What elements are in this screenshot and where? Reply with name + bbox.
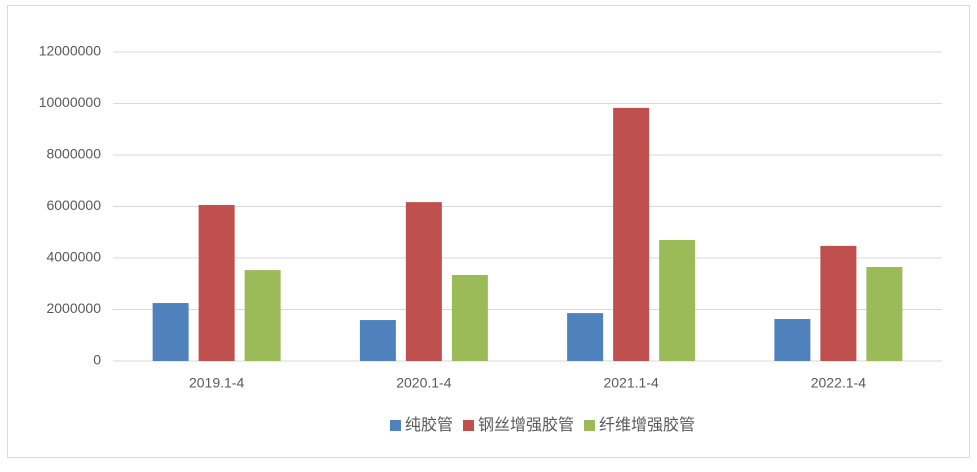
y-tick-label: 6000000: [46, 197, 101, 213]
bar: [244, 270, 281, 361]
legend-swatch: [462, 420, 474, 431]
bar: [774, 319, 811, 361]
x-tick-label: 2019.1-4: [189, 375, 244, 391]
bar: [820, 245, 857, 361]
bar: [866, 267, 903, 361]
chart-frame: [7, 5, 970, 458]
y-tick-label: 8000000: [46, 146, 101, 162]
legend-swatch: [584, 420, 596, 431]
x-tick-label: 2022.1-4: [811, 375, 866, 391]
y-tick-label: 2000000: [46, 300, 101, 316]
bar: [659, 239, 696, 361]
bar: [567, 313, 604, 361]
bar: [451, 274, 488, 361]
bar: [359, 320, 396, 361]
y-tick-label: 0: [93, 352, 101, 368]
bar: [198, 204, 235, 361]
legend-label: 纯胶管: [405, 416, 453, 434]
legend-label: 纤维增强胶管: [599, 416, 695, 434]
y-tick-label: 4000000: [46, 249, 101, 265]
y-tick-label: 12000000: [39, 43, 102, 59]
legend-label: 钢丝增强胶管: [478, 416, 574, 434]
bar: [613, 107, 650, 361]
y-tick-label: 10000000: [39, 94, 102, 110]
legend-swatch: [389, 420, 401, 431]
bar: [152, 303, 189, 361]
x-tick-label: 2021.1-4: [603, 375, 658, 391]
bar: [405, 202, 442, 361]
x-tick-label: 2020.1-4: [396, 375, 451, 391]
